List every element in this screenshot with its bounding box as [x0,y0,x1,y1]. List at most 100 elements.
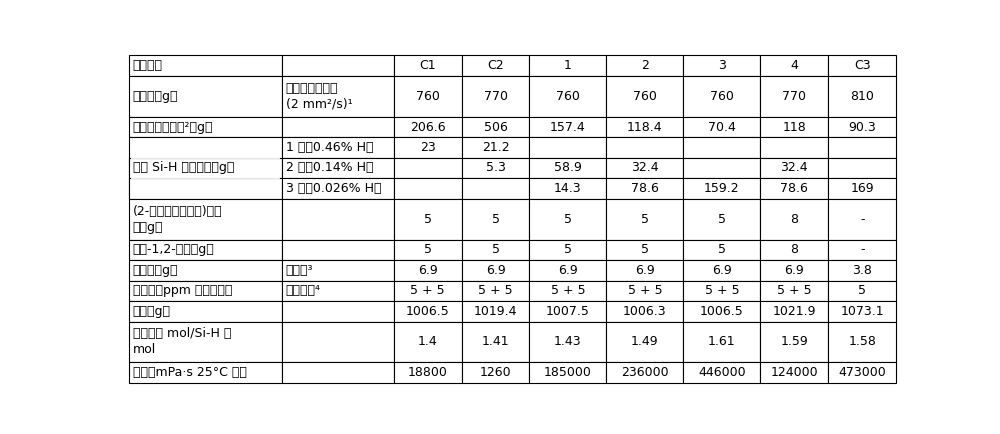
Bar [394,199,462,240]
Text: 58.9: 58.9 [554,161,582,174]
Text: 1.58: 1.58 [848,335,876,349]
Bar [282,240,394,260]
Bar [683,117,760,137]
Text: 乙烯基的 mol/Si-H 的
mol: 乙烯基的 mol/Si-H 的 mol [133,328,231,356]
Bar [394,280,462,301]
Text: 5.3: 5.3 [486,161,505,174]
Bar [683,362,760,383]
Text: 118: 118 [782,121,806,134]
Text: 5 + 5: 5 + 5 [628,284,662,297]
Text: C2: C2 [487,59,504,72]
Bar [760,137,828,158]
Text: (2-烯丙氧基乙氧基)葡糖
苷（g）: (2-烯丙氧基乙氧基)葡糖 苷（g） [133,205,222,233]
Text: 770: 770 [484,90,508,103]
Bar [683,137,760,158]
Bar [394,158,462,178]
Text: 8: 8 [790,243,798,256]
Text: 6.9: 6.9 [712,264,732,277]
Text: 159.2: 159.2 [704,182,740,195]
Bar [129,280,282,301]
Text: C1: C1 [419,59,436,72]
Text: 稀释剂（g）: 稀释剂（g） [133,90,178,103]
Bar [760,199,828,240]
Bar [606,56,683,76]
Text: 巯基油³: 巯基油³ [286,264,313,277]
Text: 1.41: 1.41 [482,335,509,349]
Text: 6.9: 6.9 [486,264,505,277]
Bar [606,158,683,178]
Bar [606,362,683,383]
Bar [606,199,683,240]
Bar [828,260,896,280]
Text: 78.6: 78.6 [780,182,808,195]
Bar [462,199,529,240]
Bar [394,56,462,76]
Text: 1: 1 [564,59,572,72]
Text: C3: C3 [854,59,871,72]
Bar [529,137,606,158]
Bar [394,137,462,158]
Text: 不饱和硅酮树脂²（g）: 不饱和硅酮树脂²（g） [133,121,213,134]
Bar [828,322,896,362]
Text: 实施例：: 实施例： [133,59,163,72]
Bar [282,76,394,117]
Text: 铂络合物⁴: 铂络合物⁴ [286,284,321,297]
Bar [683,240,760,260]
Text: 4: 4 [790,59,798,72]
Text: 185000: 185000 [544,366,592,379]
Bar [683,56,760,76]
Bar [606,117,683,137]
Bar [529,240,606,260]
Bar [828,199,896,240]
Text: 8: 8 [790,213,798,226]
Bar [606,301,683,322]
Bar [606,240,683,260]
Bar [828,280,896,301]
Text: 5: 5 [424,213,432,226]
Bar [760,178,828,199]
Text: 1006.5: 1006.5 [406,305,450,318]
Bar [282,301,394,322]
Bar [529,117,606,137]
Text: 5: 5 [718,243,726,256]
Bar [683,260,760,280]
Bar [129,76,282,117]
Text: 90.3: 90.3 [848,121,876,134]
Bar [760,260,828,280]
Text: 5: 5 [492,243,500,256]
Text: 70.4: 70.4 [708,121,736,134]
Bar [282,56,394,76]
Text: 3.8: 3.8 [852,264,872,277]
Bar [129,240,282,260]
Text: 1006.5: 1006.5 [700,305,744,318]
Bar [683,301,760,322]
Text: 1.4: 1.4 [418,335,438,349]
Text: 1260: 1260 [480,366,511,379]
Bar [760,240,828,260]
Text: 32.4: 32.4 [631,161,659,174]
Text: 1.43: 1.43 [554,335,582,349]
Text: 催化剂（ppm 按重量计）: 催化剂（ppm 按重量计） [133,284,232,297]
Bar [683,322,760,362]
Bar [462,117,529,137]
Bar [683,76,760,117]
Bar [462,137,529,158]
Text: 铂毒物（g）: 铂毒物（g） [133,264,178,277]
Bar [129,137,282,199]
Bar [760,56,828,76]
Bar [462,260,529,280]
Text: 1073.1: 1073.1 [840,305,884,318]
Text: 6.9: 6.9 [635,264,655,277]
Text: 446000: 446000 [698,366,746,379]
Bar [760,322,828,362]
Text: 506: 506 [484,121,507,134]
Text: 5: 5 [424,243,432,256]
Text: 5: 5 [564,213,572,226]
Text: 6.9: 6.9 [784,264,804,277]
Bar [462,362,529,383]
Bar [760,362,828,383]
Bar [462,158,529,178]
Text: 6.9: 6.9 [558,264,578,277]
Text: 157.4: 157.4 [550,121,586,134]
Bar [394,362,462,383]
